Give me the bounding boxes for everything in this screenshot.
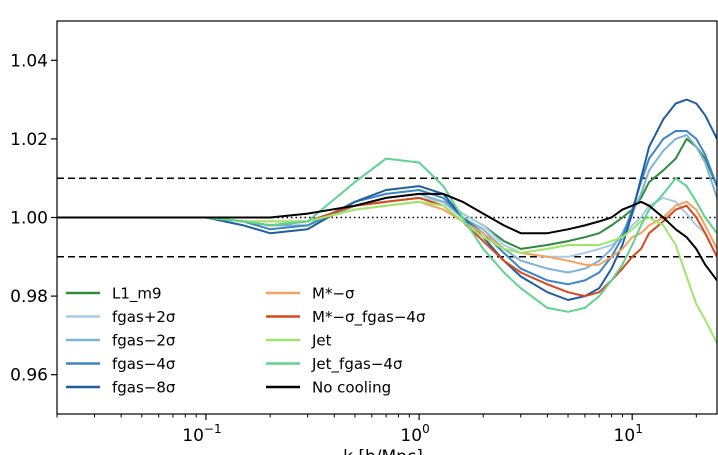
y-tick-label: 0.98	[10, 287, 48, 307]
y-tick-label: 1.02	[10, 130, 48, 150]
legend-label-3: fgas−4σ	[112, 355, 176, 373]
x-tick-label: 101	[614, 422, 643, 446]
x-tick-base: 10	[182, 426, 204, 446]
legend-label-0: L1_m9	[112, 285, 162, 304]
legend-label-1: fgas+2σ	[112, 308, 176, 326]
x-tick-base: 10	[614, 426, 636, 446]
x-tick-exponent: 0	[422, 422, 430, 436]
y-axis: 0.96 0.98 1.00 1.02 1.04	[10, 51, 57, 386]
legend-label-4: fgas−8σ	[112, 379, 176, 397]
y-tick-label: 1.00	[10, 209, 48, 229]
series-lines	[57, 98, 717, 344]
legend-label-2: fgas−2σ	[112, 332, 176, 350]
x-tick-base: 10	[400, 426, 422, 446]
y-tick-label: 1.04	[10, 51, 48, 71]
reference-lines	[57, 177, 717, 258]
series-line-6	[57, 196, 717, 298]
legend-label-5: M*−σ	[312, 285, 355, 303]
x-axis: 10−1 100 101	[56, 414, 697, 446]
legend-label-8: Jet_fgas−4σ	[311, 355, 403, 374]
legend-label-6: M*−σ_fgas−4σ	[312, 308, 426, 327]
x-tick-exponent: −1	[204, 422, 222, 436]
legend: L1_m9 fgas+2σ fgas−2σ fgas−4σ fgas−8σ M*−σ M*−…	[66, 285, 426, 397]
series-line-9	[57, 192, 717, 282]
x-tick-label: 100	[400, 422, 429, 446]
legend-label-7: Jet	[311, 332, 332, 350]
y-tick-label: 0.96	[10, 366, 48, 386]
x-axis-label: k [h/Mpc]	[343, 447, 423, 455]
series-line-7	[57, 200, 717, 344]
series-line-8	[57, 157, 717, 313]
x-tick-exponent: 1	[635, 422, 643, 436]
x-tick-label: 10−1	[182, 422, 221, 446]
legend-label-9: No cooling	[312, 379, 391, 397]
